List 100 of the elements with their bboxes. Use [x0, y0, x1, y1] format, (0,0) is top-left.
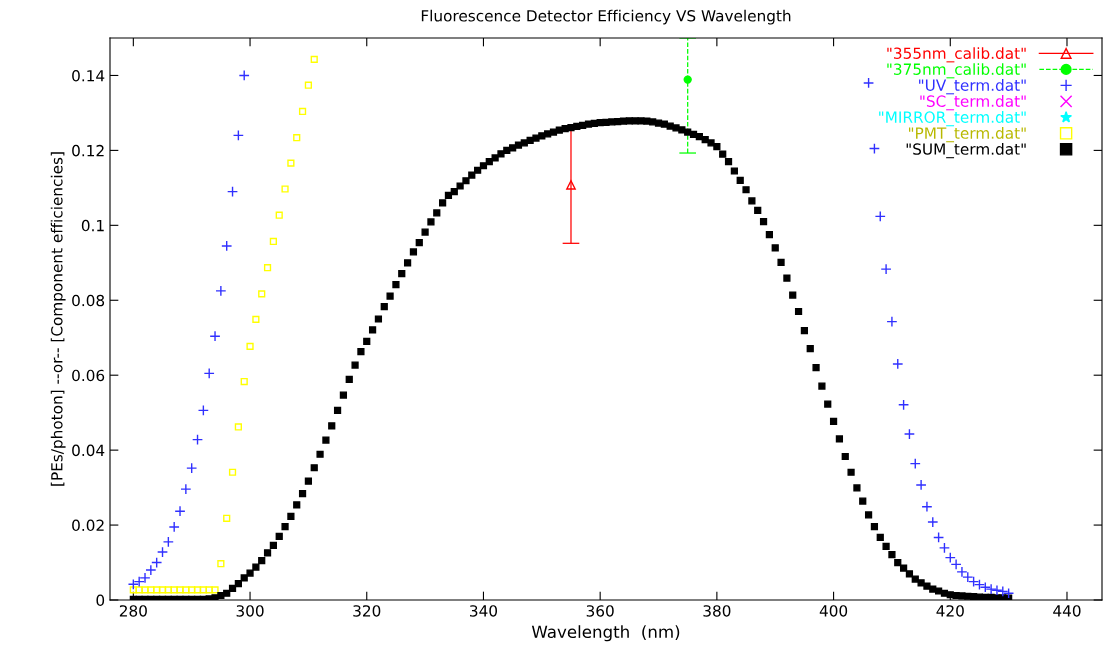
point — [174, 505, 186, 517]
point — [938, 542, 951, 554]
point — [962, 571, 974, 583]
point — [979, 581, 991, 593]
x-tick-label: 380 — [703, 605, 731, 617]
point — [252, 315, 260, 323]
point — [985, 583, 997, 595]
point — [275, 211, 283, 219]
legend-label: "UV_term.dat" — [919, 79, 1026, 95]
point — [199, 586, 207, 594]
point — [240, 377, 248, 386]
point — [915, 479, 927, 491]
y-axis-title: [PEs/photon] --or-- [Component efficiencies] — [50, 152, 66, 486]
point — [246, 342, 254, 350]
point — [188, 586, 196, 594]
x-tick-label: 360 — [586, 605, 614, 617]
x-tick-label: 440 — [1053, 605, 1081, 617]
point — [258, 290, 266, 298]
y-tick-label: 0.1 — [81, 219, 104, 232]
point — [921, 501, 933, 513]
legend-label: "PMT_term.dat" — [909, 127, 1026, 143]
point — [909, 458, 921, 470]
point — [197, 404, 209, 416]
y-tick-label: 0.12 — [72, 144, 104, 157]
point — [683, 75, 692, 84]
point — [304, 81, 313, 89]
point — [135, 586, 143, 594]
x-tick-label: 420 — [936, 605, 964, 617]
point — [217, 560, 225, 568]
point — [287, 159, 295, 167]
point — [228, 468, 237, 476]
point — [281, 185, 289, 193]
point — [176, 586, 184, 594]
legend-label: "355nm_calib.dat" — [887, 47, 1026, 63]
point — [164, 586, 172, 594]
point — [156, 546, 169, 558]
point — [182, 586, 190, 594]
point — [973, 579, 986, 591]
point — [186, 462, 198, 474]
point — [223, 514, 231, 522]
legend-label: "MIRROR_term.dat" — [879, 111, 1026, 127]
point — [232, 129, 244, 141]
point — [191, 434, 204, 446]
point — [566, 180, 576, 190]
x-axis-title: Wavelength (nm) — [531, 625, 680, 642]
point — [203, 367, 215, 379]
point — [944, 552, 956, 564]
point — [193, 586, 202, 594]
point — [238, 69, 250, 82]
point — [880, 263, 892, 275]
x-tick-label: 400 — [819, 605, 848, 617]
y-tick-label: 0.04 — [72, 444, 105, 457]
point — [868, 142, 880, 155]
point — [968, 576, 980, 588]
point — [168, 521, 180, 533]
point — [886, 316, 898, 328]
x-tick-label: 340 — [470, 605, 498, 617]
point — [991, 584, 1003, 596]
point — [158, 586, 167, 594]
point — [927, 516, 939, 528]
point — [205, 586, 213, 594]
point — [898, 399, 910, 411]
point — [226, 186, 239, 198]
point — [933, 531, 945, 543]
chart-title: Fluorescence Detector Efficiency VS Wavelength — [421, 9, 791, 25]
point — [956, 566, 968, 578]
point — [863, 77, 875, 89]
point — [269, 237, 278, 246]
y-tick-label: 0 — [96, 594, 105, 607]
point — [215, 285, 227, 297]
y-tick-label: 0.14 — [72, 69, 105, 82]
point — [221, 240, 233, 252]
point — [180, 483, 192, 495]
point — [997, 585, 1009, 597]
point — [892, 358, 904, 370]
point — [263, 264, 272, 272]
x-tick-label: 300 — [236, 605, 264, 617]
point — [298, 107, 307, 116]
point — [170, 586, 178, 594]
point — [874, 210, 886, 222]
y-tick-label: 0.02 — [72, 519, 104, 532]
point — [153, 586, 161, 594]
y-tick-label: 0.08 — [72, 294, 105, 307]
point — [903, 428, 915, 440]
point — [209, 330, 221, 342]
point — [234, 423, 242, 431]
x-tick-label: 280 — [119, 605, 147, 617]
point — [141, 586, 149, 594]
point — [293, 134, 301, 142]
point — [147, 586, 155, 594]
point — [310, 55, 318, 63]
point — [129, 586, 137, 594]
point — [162, 536, 174, 548]
y-tick-label: 0.06 — [72, 369, 105, 382]
point — [211, 586, 219, 594]
legend-label: "375nm_calib.dat" — [887, 63, 1026, 79]
x-tick-label: 320 — [353, 605, 381, 617]
legend-label: "SC_term.dat" — [920, 95, 1026, 111]
point — [1003, 587, 1015, 599]
point — [950, 558, 962, 570]
